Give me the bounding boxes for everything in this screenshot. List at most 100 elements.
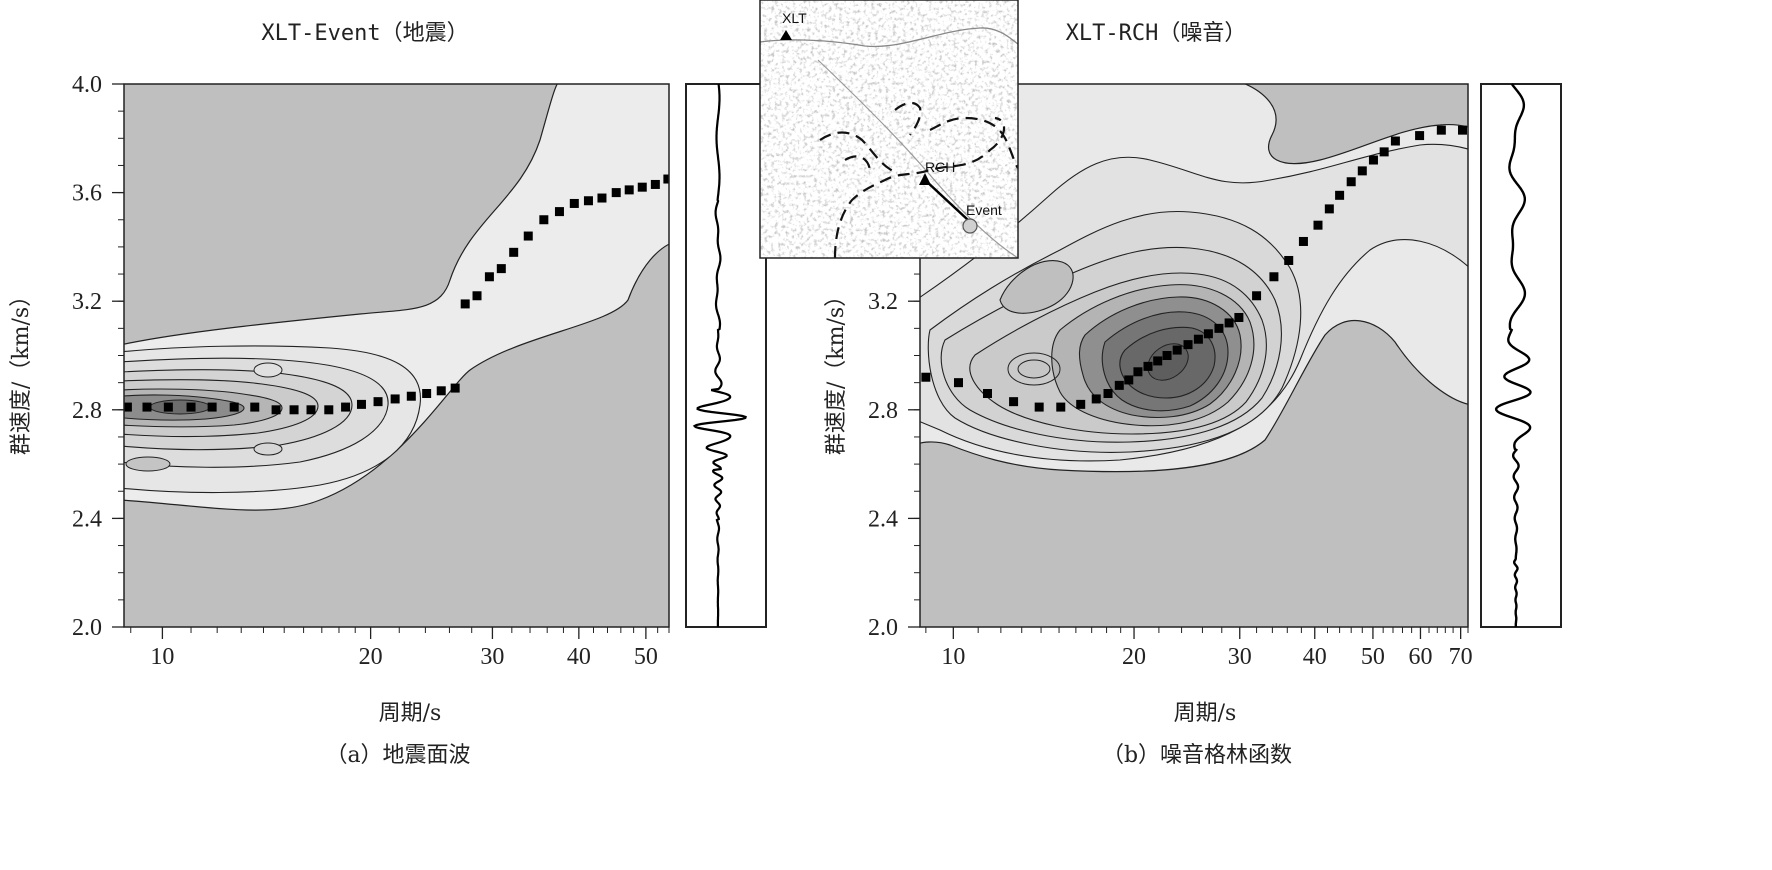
inset-map-station-rch-marker [919,173,931,185]
panel-b-dispersion-point [1153,356,1163,366]
panel-b-dispersion-point [921,372,931,382]
inset-map-label-rch: RCH [925,159,955,175]
panel-a-y-tick-label: 3.2 [72,289,102,315]
panel-a-dispersion-point [554,207,564,217]
panel-b-dispersion-point [1172,345,1182,355]
panel-b-dispersion-points [921,125,1468,412]
panel-a-dispersion-point [472,291,482,301]
panel-a-dispersion-point [324,405,334,415]
panel-a-dispersion-point [306,405,316,415]
panel-a-dispersion-point [390,394,400,404]
panel-b-dispersion-point [1324,204,1334,214]
panel-b-dispersion-point [1224,318,1234,328]
panel-b-dispersion-point [953,378,963,388]
panel-b-dispersion-point [1009,397,1019,407]
panel-a-dispersion-point [539,215,549,225]
panel-a-dispersion-point [373,397,383,407]
panel-b-dispersion-point [1162,351,1172,360]
panel-b-dispersion-point [1415,131,1425,141]
panel-b-caption: （b）噪音格林函数 [1102,743,1292,768]
panel-b-dispersion-point [1346,177,1356,187]
panel-b-contour-island-upperleft [999,260,1074,314]
panel-a-x-tick-label: 50 [634,644,658,670]
panel-a-dispersion-point [460,299,470,309]
panel-b-dispersion-point [1390,136,1400,146]
panel-a-dispersion-point [569,198,579,208]
panel-b-dispersion-point [1091,394,1101,404]
panel-b-contour-island-small [1017,359,1051,379]
panel-a-dispersion-point [436,386,446,396]
inset-map-boundary-line [760,27,1018,48]
panel-b-x-tick-label: 50 [1361,644,1385,670]
inset-map-dashed-boundary-4 [819,131,896,173]
panel-a-dispersion-point [229,402,239,412]
panel-a-contour-island-left [125,456,171,472]
panel-b-title: XLT-RCH（噪音） [1066,21,1247,46]
panel-b-dispersion-point [1379,147,1389,157]
panel-a-waveform-box [685,83,767,628]
panel-a-y-tick-label: 2.4 [72,506,102,532]
panel-b-x-tick-label: 40 [1303,644,1327,670]
panel-a-dispersion-point [207,402,217,412]
panel-a-dispersion-point [484,272,494,282]
inset-map-fault-line [817,59,1018,258]
panel-a-axes: 10 20 30 40 50 2.0 2.4 2.8 3.2 3.6 4.0 [72,72,670,670]
panel-a-dispersion-point [142,402,152,412]
panel-b-waveform [1480,83,1562,628]
inset-map-terrain [760,0,1018,258]
panel-b-dispersion-point [1368,155,1378,165]
panel-a-dispersion-point [341,402,351,412]
inset-map-dashed-boundary-3 [894,101,922,136]
panel-b-dispersion-point [1034,402,1044,412]
inset-map-label-event: Event [966,202,1002,218]
panel-a-contour-island-upper [253,362,283,378]
panel-b-dispersion-point [1284,255,1294,265]
panel-a-title: XLT-Event（地震） [261,21,468,46]
inset-map-dashed-boundary-5 [844,155,872,171]
panel-b-x-tick-label: 10 [941,644,965,670]
panel-b-dispersion-point [1124,375,1134,385]
panel-b-dispersion-point [982,389,992,399]
panel-a-y-tick-label: 2.8 [72,398,102,424]
panel-b-x-tick-label: 60 [1408,644,1432,670]
panel-b-dispersion-point [1103,389,1113,399]
panel-a-xlabel: 周期/s [379,701,442,726]
panel-b-dispersion-point [1056,402,1066,412]
panel-a-dispersion-point [250,402,260,412]
panel-a-caption: （a）地震面波 [325,743,470,768]
panel-b-ylabel: 群速度/（km/s） [824,285,849,455]
panel-b-dispersion-point [1076,399,1086,409]
panel-b-dispersion-point [1214,323,1224,333]
inset-map-frame [759,0,1019,259]
panel-a-x-tick-label: 20 [359,644,383,670]
panel-a-dispersion-point [450,383,460,393]
panel-a-dispersion-point [583,196,593,206]
panel-b-dispersion-point [1234,312,1244,322]
panel-a-dispersion-point [597,193,607,203]
panel-b-y-tick-label: 2.4 [868,506,898,532]
panel-a-dispersion-point [611,188,621,198]
panel-a-x-tick-label: 10 [150,644,174,670]
panel-b-dispersion-point [1313,220,1323,230]
panel-b-dispersion-point [1252,291,1262,301]
panel-b-x-tick-label: 70 [1449,644,1473,670]
panel-a-contour-core [149,399,211,415]
panel-b-x-tick-label: 20 [1122,644,1146,670]
panel-b-dispersion-point [1183,340,1193,350]
panel-a-dispersion-point [163,402,173,412]
inset-map-label-xlt: XLT [782,10,807,26]
panel-a-dispersion-point [650,179,660,189]
panel-a-dispersion-point [356,399,366,409]
panel-b: XLT-RCH（噪音） 102030405060702.02.42.83.23.… [824,21,1562,768]
panel-b-waveform-box [1480,83,1562,628]
panel-a-y-tick-label: 3.6 [72,181,102,207]
panel-b-contour-island-ring [1007,352,1061,386]
panel-a-dispersion-points [124,174,669,415]
panel-b-y-tick-label: 3.2 [868,289,898,315]
panel-b-xlabel: 周期/s [1174,701,1237,726]
panel-a-dispersion-point [509,247,519,257]
panel-b-y-tick-label: 2.8 [868,398,898,424]
panel-a-dispersion-point [624,185,634,195]
panel-a-dispersion-point [523,231,533,241]
inset-map-event-marker [962,218,978,234]
